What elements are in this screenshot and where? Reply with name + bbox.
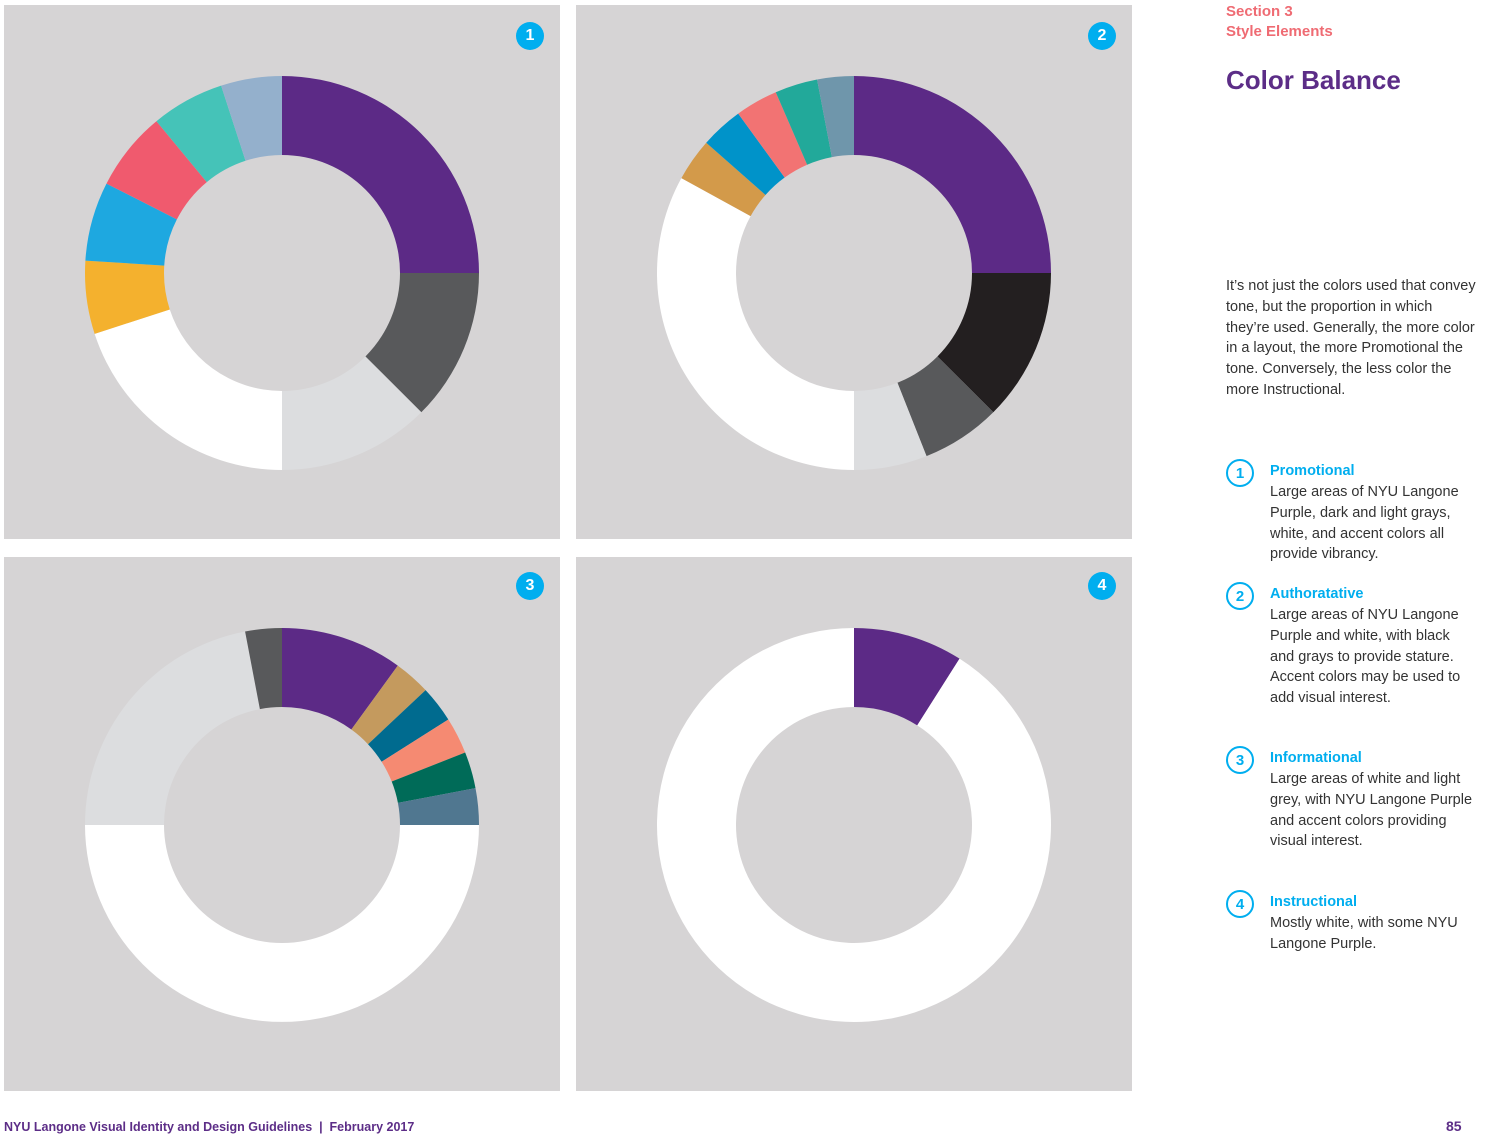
donut-segment-7 xyxy=(85,825,479,1022)
donut-segment-9 xyxy=(221,76,282,161)
donut-segment-1 xyxy=(854,76,1051,273)
chart-number-badge-1: 1 xyxy=(516,22,544,50)
donut-segment-3 xyxy=(897,356,994,457)
donut-segment-1 xyxy=(282,76,479,273)
section-label: Section 3 Style Elements xyxy=(1226,2,1333,42)
footer-document-title: NYU Langone Visual Identity and Design G… xyxy=(4,1120,415,1134)
item-title: Promotional xyxy=(1270,463,1355,479)
donut-segment-6 xyxy=(397,788,479,825)
chart-panel-4: 4 xyxy=(576,557,1132,1091)
donut-segment-3 xyxy=(368,690,449,762)
number-circle-icon: 3 xyxy=(1226,746,1254,774)
page-number: 85 xyxy=(1446,1118,1462,1134)
donut-segment-1 xyxy=(282,628,398,730)
donut-segment-2 xyxy=(937,273,1051,413)
donut-chart-1 xyxy=(85,76,479,470)
number-circle-icon: 1 xyxy=(1226,459,1254,487)
donut-segment-4 xyxy=(94,309,282,470)
donut-segment-8 xyxy=(85,631,260,825)
chart-panel-3: 3 xyxy=(4,557,560,1091)
donut-segment-3 xyxy=(282,356,422,470)
chart-number-badge-3: 3 xyxy=(516,572,544,600)
item-title: Authoratative xyxy=(1270,586,1364,602)
item-description: Large areas of white and light grey, wit… xyxy=(1270,771,1473,850)
donut-segment-8 xyxy=(738,92,808,178)
donut-segment-6 xyxy=(85,183,177,266)
item-description: Large areas of NYU Langone Purple and wh… xyxy=(1270,607,1461,707)
donut-segment-2 xyxy=(351,665,426,745)
chart-panel-1: 1 xyxy=(4,5,560,539)
number-circle-icon: 2 xyxy=(1226,582,1254,610)
donut-segment-6 xyxy=(681,142,766,217)
item-title: Informational xyxy=(1270,750,1362,766)
donut-chart-3 xyxy=(85,628,479,1022)
item-description: Mostly white, with some NYU Langone Purp… xyxy=(1270,915,1458,952)
donut-segment-9 xyxy=(775,79,832,165)
item-title: Instructional xyxy=(1270,894,1358,910)
donut-segment-2 xyxy=(365,273,479,413)
section-number: Section 3 xyxy=(1226,3,1293,20)
donut-chart-4 xyxy=(657,628,1051,1022)
donut-segment-5 xyxy=(85,260,170,334)
donut-segment-5 xyxy=(656,178,854,470)
donut-segment-8 xyxy=(156,85,246,183)
donut-segment-2 xyxy=(657,628,1051,1022)
donut-segment-7 xyxy=(706,113,785,195)
donut-segment-10 xyxy=(817,76,854,158)
chart-panel-2: 2 xyxy=(576,5,1132,539)
donut-segment-1 xyxy=(854,628,960,726)
section-name: Style Elements xyxy=(1226,23,1333,40)
item-description: Large areas of NYU Langone Purple, dark … xyxy=(1270,484,1459,563)
donut-chart-2 xyxy=(656,76,1051,470)
donut-segment-5 xyxy=(391,752,476,803)
donut-segment-4 xyxy=(381,719,466,782)
donut-segment-4 xyxy=(854,382,927,470)
chart-number-badge-4: 4 xyxy=(1088,572,1116,600)
intro-paragraph: It’s not just the colors used that conve… xyxy=(1226,278,1476,398)
number-circle-icon: 4 xyxy=(1226,890,1254,918)
donut-segment-7 xyxy=(106,121,207,220)
page-title: Color Balance xyxy=(1226,65,1401,95)
chart-number-badge-2: 2 xyxy=(1088,22,1116,50)
donut-segment-9 xyxy=(245,628,282,710)
